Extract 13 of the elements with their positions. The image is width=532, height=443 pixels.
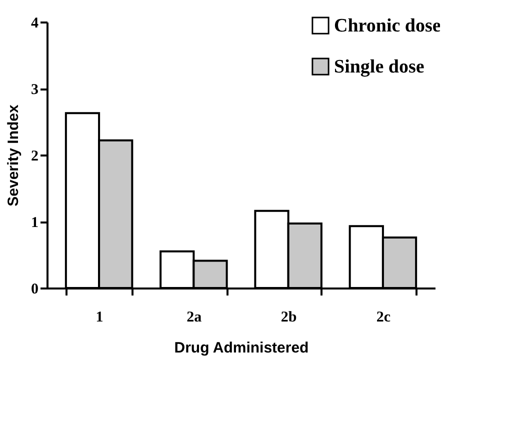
y-tick-label: 1 — [31, 215, 38, 231]
x-axis-title: Drug Administered — [174, 340, 309, 356]
x-tick-label: 2c — [376, 310, 391, 326]
y-tick-label: 4 — [31, 16, 39, 32]
x-tick-label: 1 — [96, 310, 104, 326]
legend-label: Chronic dose — [334, 16, 441, 36]
y-tick-label: 0 — [31, 282, 38, 298]
y-tick-label: 3 — [31, 82, 38, 98]
x-tick-label: 2b — [280, 310, 297, 326]
legend-label: Single dose — [334, 56, 424, 78]
x-tick-label: 2a — [186, 310, 202, 326]
y-axis-title: Severity Index — [5, 104, 22, 206]
y-tick-label: 2 — [31, 148, 38, 164]
